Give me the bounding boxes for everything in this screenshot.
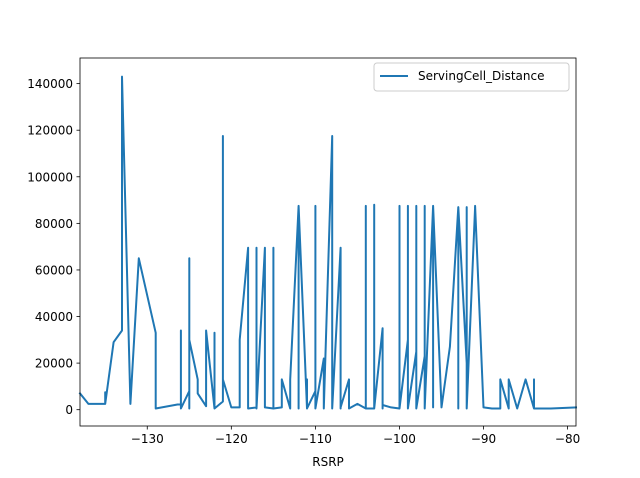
y-tick-label: 120000: [27, 124, 73, 138]
y-tick-label: 60000: [35, 263, 73, 277]
x-axis-label: RSRP: [312, 455, 344, 469]
y-tick-label: 80000: [35, 217, 73, 231]
x-tick-label: −100: [383, 432, 416, 446]
x-axis-ticks: −130 −120 −110 −100 −90 −80: [131, 426, 580, 446]
legend-box: [373, 62, 570, 92]
x-tick-label: −120: [215, 432, 248, 446]
legend-entry-label: ServingCell_Distance: [418, 69, 545, 83]
legend: ServingCell_Distance: [373, 62, 570, 92]
x-tick-label: −90: [471, 432, 496, 446]
y-tick-label: 20000: [35, 357, 73, 371]
y-tick-label: 0: [65, 403, 73, 417]
y-tick-label: 140000: [27, 77, 73, 91]
x-tick-label: −80: [555, 432, 580, 446]
plot-frame: [79, 57, 577, 427]
x-tick-label: −110: [299, 432, 332, 446]
series-line-0: [78, 75, 578, 410]
series-lines: [78, 75, 578, 410]
y-axis-ticks: 0 20000 40000 60000 80000 100000 120000 140000: [27, 77, 80, 417]
y-tick-label: 40000: [35, 310, 73, 324]
x-tick-label: −130: [131, 432, 164, 446]
y-tick-label: 100000: [27, 170, 73, 184]
